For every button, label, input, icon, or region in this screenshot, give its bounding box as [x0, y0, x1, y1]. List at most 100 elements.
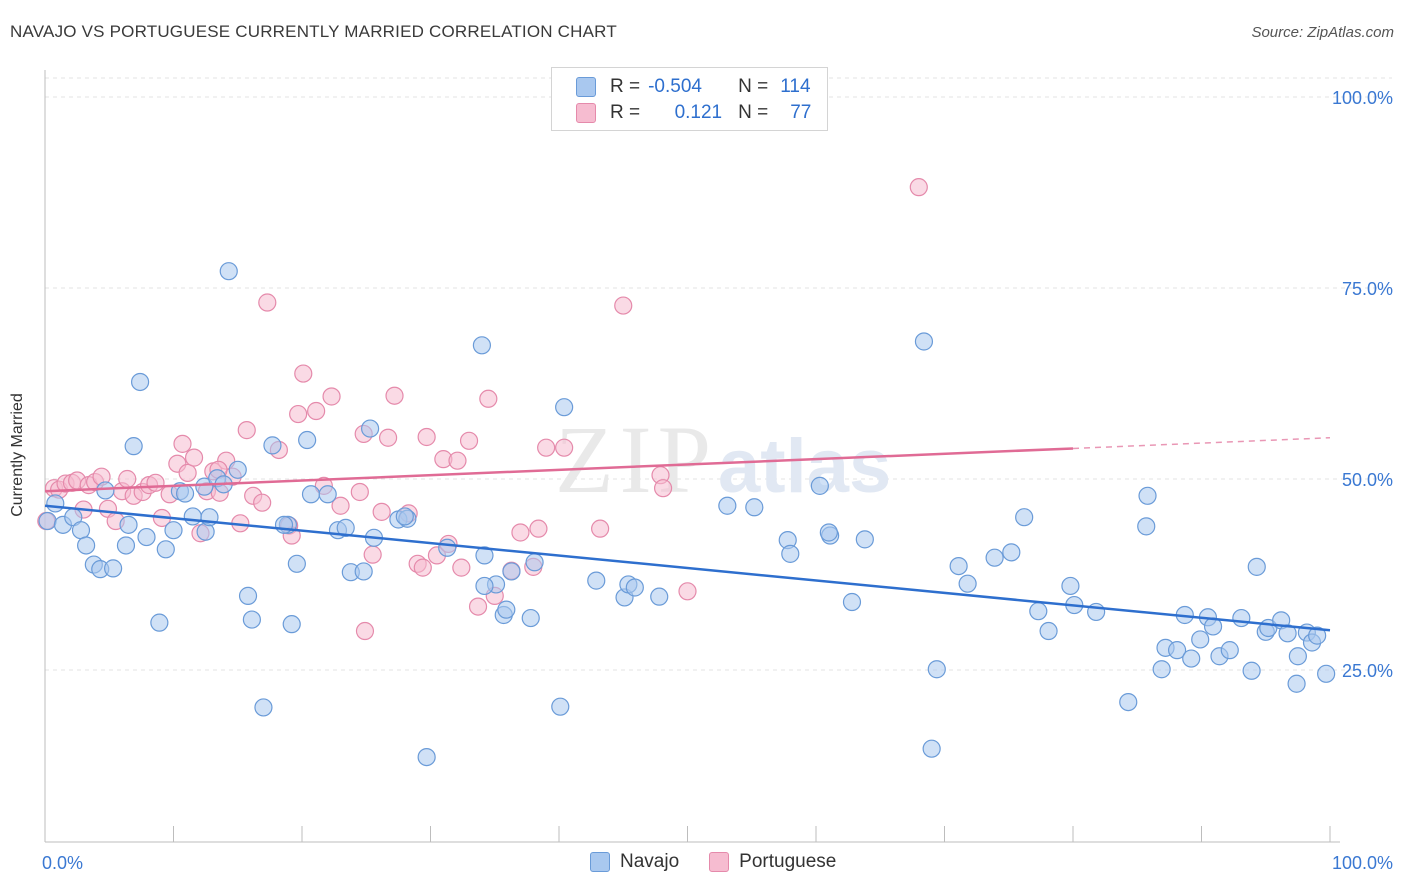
- navajo-point: [475, 546, 494, 565]
- portuguese-point: [173, 434, 192, 453]
- portuguese-trend-extension: [1072, 436, 1331, 450]
- navajo-point: [228, 460, 247, 479]
- navajo-point: [156, 540, 175, 559]
- navajo-point: [238, 586, 258, 605]
- navajo-point: [497, 600, 516, 619]
- series-legend: Navajo Portuguese: [590, 851, 866, 873]
- navajo-point: [46, 494, 65, 513]
- portuguese-point: [322, 387, 341, 406]
- y-tick-label: 50.0%: [1342, 470, 1393, 490]
- navajo-point: [183, 507, 202, 526]
- navajo-point: [810, 476, 829, 495]
- correlation-legend: R = -0.504 N = 114 R = 0.121 N = 77: [551, 67, 828, 131]
- navajo-point: [985, 548, 1004, 567]
- navajo-point: [650, 587, 669, 606]
- portuguese-point: [363, 545, 382, 564]
- navajo-point: [195, 477, 214, 496]
- navajo-point: [555, 398, 574, 417]
- navajo-point: [298, 430, 317, 450]
- navajo-point: [1002, 543, 1021, 562]
- navajo-point: [282, 615, 301, 634]
- navajo-point: [77, 536, 96, 555]
- navajo-point: [502, 562, 521, 581]
- navajo-point: [718, 496, 737, 515]
- legend-label-portuguese: Portuguese: [739, 851, 837, 872]
- navajo-point: [1152, 660, 1171, 679]
- portuguese-point: [184, 448, 204, 467]
- navajo-point: [1191, 630, 1210, 649]
- axes: [44, 70, 1340, 843]
- navajo-point: [1029, 602, 1048, 621]
- r-value: 0.121: [674, 102, 723, 123]
- portuguese-point: [178, 463, 197, 482]
- navajo-point: [71, 521, 91, 540]
- portuguese-point: [678, 582, 697, 601]
- portuguese-trend-line: [44, 447, 1074, 493]
- portuguese-point: [555, 438, 574, 457]
- navajo-point: [361, 419, 380, 438]
- navajo-point: [104, 559, 123, 578]
- legend-item-portuguese: Portuguese: [709, 851, 836, 873]
- portuguese-point: [529, 519, 548, 538]
- portuguese-point: [479, 389, 498, 408]
- navajo-point: [1247, 557, 1266, 576]
- portuguese-point: [591, 519, 610, 538]
- legend-row-portuguese: R = 0.121 N = 77: [576, 101, 811, 125]
- navajo-point: [587, 571, 606, 590]
- navajo-point: [1288, 647, 1307, 666]
- portuguese-point: [378, 428, 398, 447]
- navajo-point: [842, 592, 862, 612]
- navajo-point: [1138, 486, 1157, 505]
- y-tick-label: 25.0%: [1342, 661, 1393, 681]
- portuguese-point: [909, 178, 928, 197]
- n-label: N =: [738, 76, 769, 97]
- source-label: Source: ZipAtlas.com: [1251, 24, 1394, 41]
- navajo-point: [1182, 649, 1201, 668]
- portuguese-point: [413, 558, 432, 577]
- portuguese-swatch: [709, 852, 730, 872]
- navajo-point: [116, 536, 136, 555]
- portuguese-point: [653, 479, 673, 498]
- navajo-point: [521, 608, 540, 628]
- navajo-point: [38, 511, 57, 531]
- trend-lines: [44, 436, 1331, 632]
- navajo-point: [819, 523, 838, 542]
- navajo-point: [263, 436, 282, 455]
- portuguese-points: [37, 178, 928, 641]
- portuguese-point: [459, 431, 479, 450]
- navajo-point: [287, 554, 306, 573]
- navajo-point: [1167, 641, 1187, 660]
- navajo-point: [781, 544, 800, 563]
- navajo-point: [254, 698, 273, 717]
- watermark-atlas: atlas: [718, 424, 891, 509]
- navajo-swatch: [590, 852, 610, 872]
- navajo-point: [130, 372, 150, 392]
- navajo-point: [949, 556, 968, 576]
- navajo-point: [551, 697, 570, 716]
- navajo-point: [1137, 517, 1156, 536]
- portuguese-point: [258, 293, 277, 312]
- navajo-point: [1317, 664, 1336, 683]
- navajo-point: [175, 484, 195, 503]
- legend-row-navajo: R = -0.504 N = 114: [576, 75, 811, 99]
- portuguese-point: [448, 451, 467, 470]
- portuguese-point: [372, 502, 391, 521]
- navajo-point: [150, 613, 169, 632]
- navajo-point: [124, 437, 143, 456]
- r-value: -0.504: [648, 76, 702, 97]
- portuguese-point: [537, 438, 556, 457]
- navajo-point: [475, 576, 494, 596]
- portuguese-point: [307, 401, 326, 421]
- navajo-point: [96, 481, 115, 500]
- navajo-trend-line: [44, 504, 1331, 632]
- portuguese-point: [253, 493, 272, 512]
- navajo-point: [1242, 661, 1261, 680]
- portuguese-point: [468, 597, 488, 616]
- navajo-point: [164, 521, 183, 540]
- navajo-point: [927, 660, 946, 679]
- navajo-point: [1287, 674, 1306, 693]
- portuguese-point: [294, 364, 313, 383]
- x-tick-label: 100.0%: [1332, 853, 1393, 873]
- portuguese-point: [614, 296, 633, 315]
